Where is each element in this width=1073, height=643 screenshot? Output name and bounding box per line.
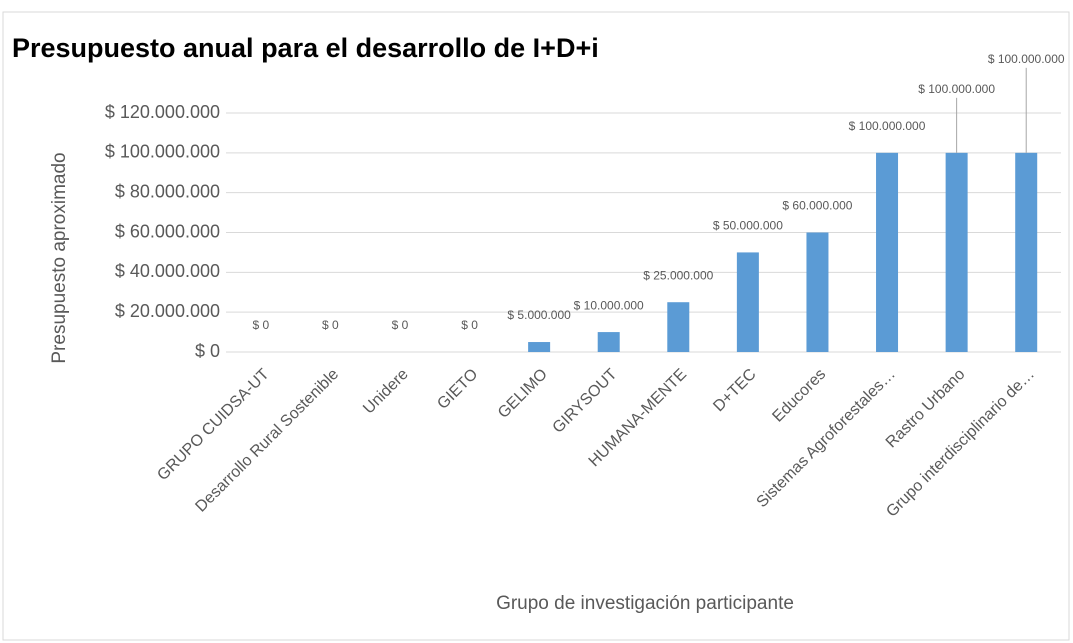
data-label: $ 25.000.000 bbox=[643, 268, 713, 282]
y-tick-label: $ 100.000.000 bbox=[105, 142, 220, 162]
data-label: $ 100.000.000 bbox=[918, 82, 995, 96]
y-axis-label: Presupuesto aproximado bbox=[49, 152, 70, 363]
data-label: $ 10.000.000 bbox=[574, 298, 644, 312]
data-label: $ 100.000.000 bbox=[988, 52, 1065, 66]
data-label: $ 100.000.000 bbox=[849, 119, 926, 133]
data-label: $ 60.000.000 bbox=[782, 199, 852, 213]
y-tick-label: $ 60.000.000 bbox=[115, 221, 220, 241]
y-tick-label: $ 120.000.000 bbox=[105, 102, 220, 122]
bar bbox=[528, 342, 551, 352]
data-label: $ 5.000.000 bbox=[507, 308, 571, 322]
chart-title: Presupuesto anual para el desarrollo de … bbox=[12, 33, 599, 63]
bar bbox=[1015, 152, 1038, 352]
data-label: $ 0 bbox=[461, 318, 478, 332]
bar bbox=[945, 152, 968, 352]
bar bbox=[667, 302, 690, 352]
bar bbox=[806, 232, 829, 352]
y-tick-label: $ 20.000.000 bbox=[115, 301, 220, 321]
y-tick-label: $ 0 bbox=[195, 341, 220, 361]
y-tick-label: $ 40.000.000 bbox=[115, 261, 220, 281]
data-label: $ 0 bbox=[392, 318, 409, 332]
y-tick-label: $ 80.000.000 bbox=[115, 181, 220, 201]
bar bbox=[736, 252, 759, 352]
data-label: $ 50.000.000 bbox=[713, 219, 783, 233]
bar bbox=[876, 152, 899, 352]
data-label: $ 0 bbox=[252, 318, 269, 332]
x-axis-label: Grupo de investigación participante bbox=[496, 593, 794, 614]
bar bbox=[597, 332, 620, 352]
data-label: $ 0 bbox=[322, 318, 339, 332]
